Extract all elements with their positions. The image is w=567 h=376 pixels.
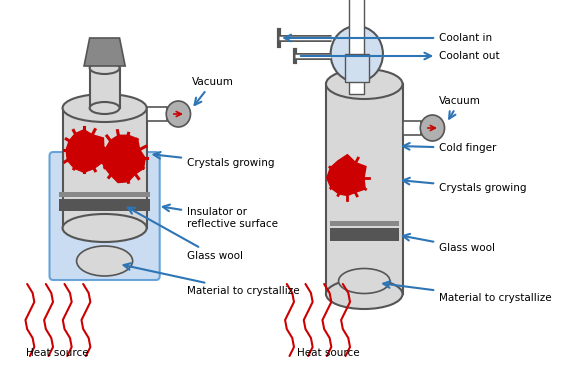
Text: Insulator or
reflective surface: Insulator or reflective surface	[163, 205, 278, 229]
Bar	[403, 121, 421, 135]
Text: Crystals growing: Crystals growing	[403, 178, 526, 193]
Text: Coolant out: Coolant out	[301, 51, 500, 61]
Text: Heat source: Heat source	[297, 348, 359, 358]
Ellipse shape	[90, 62, 120, 74]
Polygon shape	[327, 155, 366, 196]
Circle shape	[420, 115, 445, 141]
Text: Vacuum: Vacuum	[192, 77, 234, 105]
Ellipse shape	[62, 214, 147, 242]
Ellipse shape	[90, 102, 120, 114]
Bar	[59, 199, 150, 211]
FancyBboxPatch shape	[49, 152, 160, 280]
Bar	[90, 68, 120, 108]
Polygon shape	[84, 38, 125, 66]
Ellipse shape	[326, 69, 403, 99]
Ellipse shape	[338, 268, 390, 294]
Ellipse shape	[62, 94, 147, 122]
Bar	[59, 192, 150, 197]
Bar	[147, 107, 167, 121]
Text: Glass wool: Glass wool	[403, 234, 495, 253]
Polygon shape	[100, 135, 145, 182]
Text: Material to crystallize: Material to crystallize	[383, 281, 552, 303]
Text: Glass wool: Glass wool	[128, 208, 243, 261]
Bar	[329, 221, 399, 226]
Text: Vacuum: Vacuum	[439, 96, 481, 119]
Circle shape	[331, 26, 383, 82]
Ellipse shape	[77, 246, 133, 276]
Text: Material to crystallize: Material to crystallize	[124, 263, 299, 296]
Bar	[329, 228, 399, 241]
Text: Cold finger: Cold finger	[403, 143, 496, 153]
Ellipse shape	[326, 279, 403, 309]
Bar	[345, 54, 369, 82]
Text: Crystals growing: Crystals growing	[154, 152, 274, 168]
Text: Heat source: Heat source	[26, 348, 89, 358]
Bar	[349, 0, 364, 94]
Polygon shape	[66, 130, 104, 172]
Bar	[326, 84, 403, 294]
Text: Coolant in: Coolant in	[285, 33, 492, 43]
Bar	[62, 108, 147, 228]
Circle shape	[166, 101, 191, 127]
